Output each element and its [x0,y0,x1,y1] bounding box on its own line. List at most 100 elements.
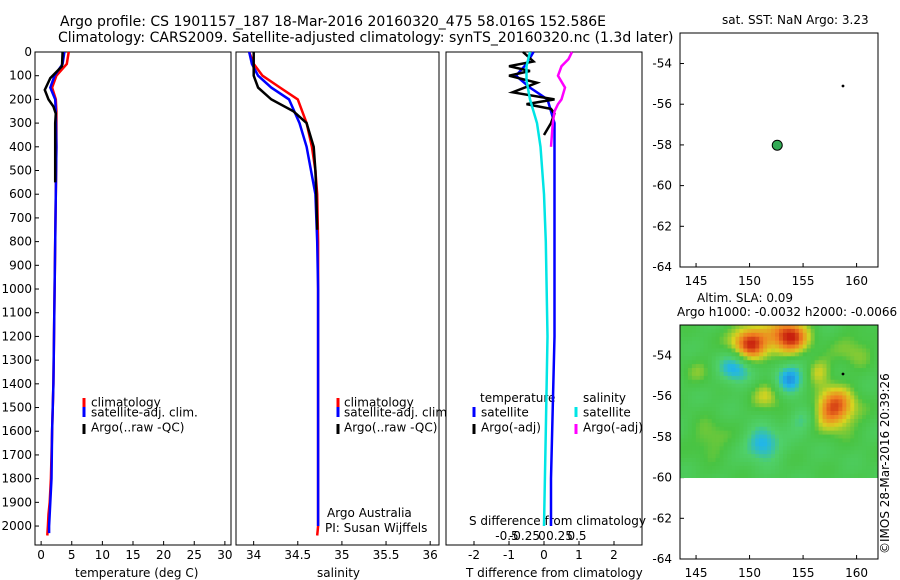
sla-cell [822,379,827,385]
sla-cell [735,332,740,338]
sla-cell [874,364,879,369]
sla-cell [711,387,717,392]
sla-cell [687,450,693,455]
sla-cell [802,403,808,408]
sla-cell [687,446,693,451]
sla-cell [866,403,871,408]
x-tick-label: 35.5 [373,548,400,562]
sla-cell [874,356,879,361]
sla-cell [806,395,812,400]
sla-cell [695,371,701,377]
sla-cell [806,391,812,396]
series-satellite-adj-clim- [47,51,66,534]
sla-cell [703,387,709,392]
sla-cell [767,332,772,338]
sla-cell [790,364,796,369]
sla-cell [747,325,752,330]
sla-cell [687,368,693,373]
sla-cell [790,375,796,381]
sla-cell [858,430,863,435]
sla-cell [707,356,713,361]
sla-cell [818,469,823,475]
sla-cell [687,391,693,396]
sla-cell [735,450,740,455]
sla-cell [782,411,788,416]
sla-cell [834,454,839,459]
sla-cell [822,368,827,373]
sla-cell [691,430,697,435]
sla-cell [858,426,863,432]
sla-cell [834,450,839,455]
sla-cell [842,438,847,443]
sla-cell [751,461,756,467]
sla-cell [775,360,780,365]
sla-cell [874,461,879,467]
sla-cell [695,387,701,392]
sla-cell [775,340,780,345]
sla-cell [691,395,697,400]
sla-cell [782,387,788,392]
sla-cell [846,391,851,396]
sla-cell [767,348,772,353]
sla-cell [834,461,839,467]
sla-cell [755,364,760,369]
sla-cell [771,391,776,396]
sla-cell [798,348,804,353]
sla-cell [779,356,784,361]
sla-cell [699,375,705,381]
sla-cell [798,426,804,432]
sla-cell [723,344,728,349]
sla-cell [818,364,823,369]
sla-cell [743,364,748,369]
sla-cell [862,422,867,428]
sla-cell [683,336,689,342]
sla-cell [798,469,804,475]
sla-cell [802,461,808,467]
sla-cell [727,383,732,389]
sla-cell [763,336,768,342]
x-tick-label: 1 [575,548,583,562]
sla-cell [810,426,816,432]
sla-cell [846,379,851,385]
sla-cell [826,430,831,435]
sla-cell [826,469,831,475]
x-tick-label: 160 [845,566,868,580]
sla-cell [810,325,816,330]
sla-cell [743,348,748,353]
sla-cell [767,415,772,420]
sla-cell [771,454,776,459]
sla-cell [763,352,768,357]
sla-cell [755,328,760,334]
sla-cell [755,348,760,353]
sla-cell [790,461,796,467]
sla-cell [802,332,808,338]
sla-cell [691,332,697,338]
sla-cell [771,461,776,467]
sla-cell [846,465,851,471]
sla-cell [743,328,748,334]
imos-watermark: ©IMOS 28-Mar-2016 20:39:26 [878,373,892,554]
sla-cell [842,336,847,342]
sla-cell [798,403,804,408]
sla-cell [691,422,697,428]
sla-cell [802,344,808,349]
sla-cell [782,379,788,385]
sla-cell [779,446,784,451]
sla-cell [763,434,768,439]
sla-cell [763,399,768,404]
sla-cell [786,356,792,361]
sla-cell [767,399,772,404]
sla-cell [680,458,685,463]
sla-cell [771,446,776,451]
sla-cell [727,395,732,400]
sla-cell [703,391,709,396]
sla-cell [870,391,875,396]
sla-cell [862,450,867,455]
sla-cell [687,430,693,435]
sla-cell [846,332,851,338]
sla-cell [687,473,693,479]
sla-cell [854,379,859,385]
sla-cell [798,344,804,349]
sla-cell [699,379,705,385]
